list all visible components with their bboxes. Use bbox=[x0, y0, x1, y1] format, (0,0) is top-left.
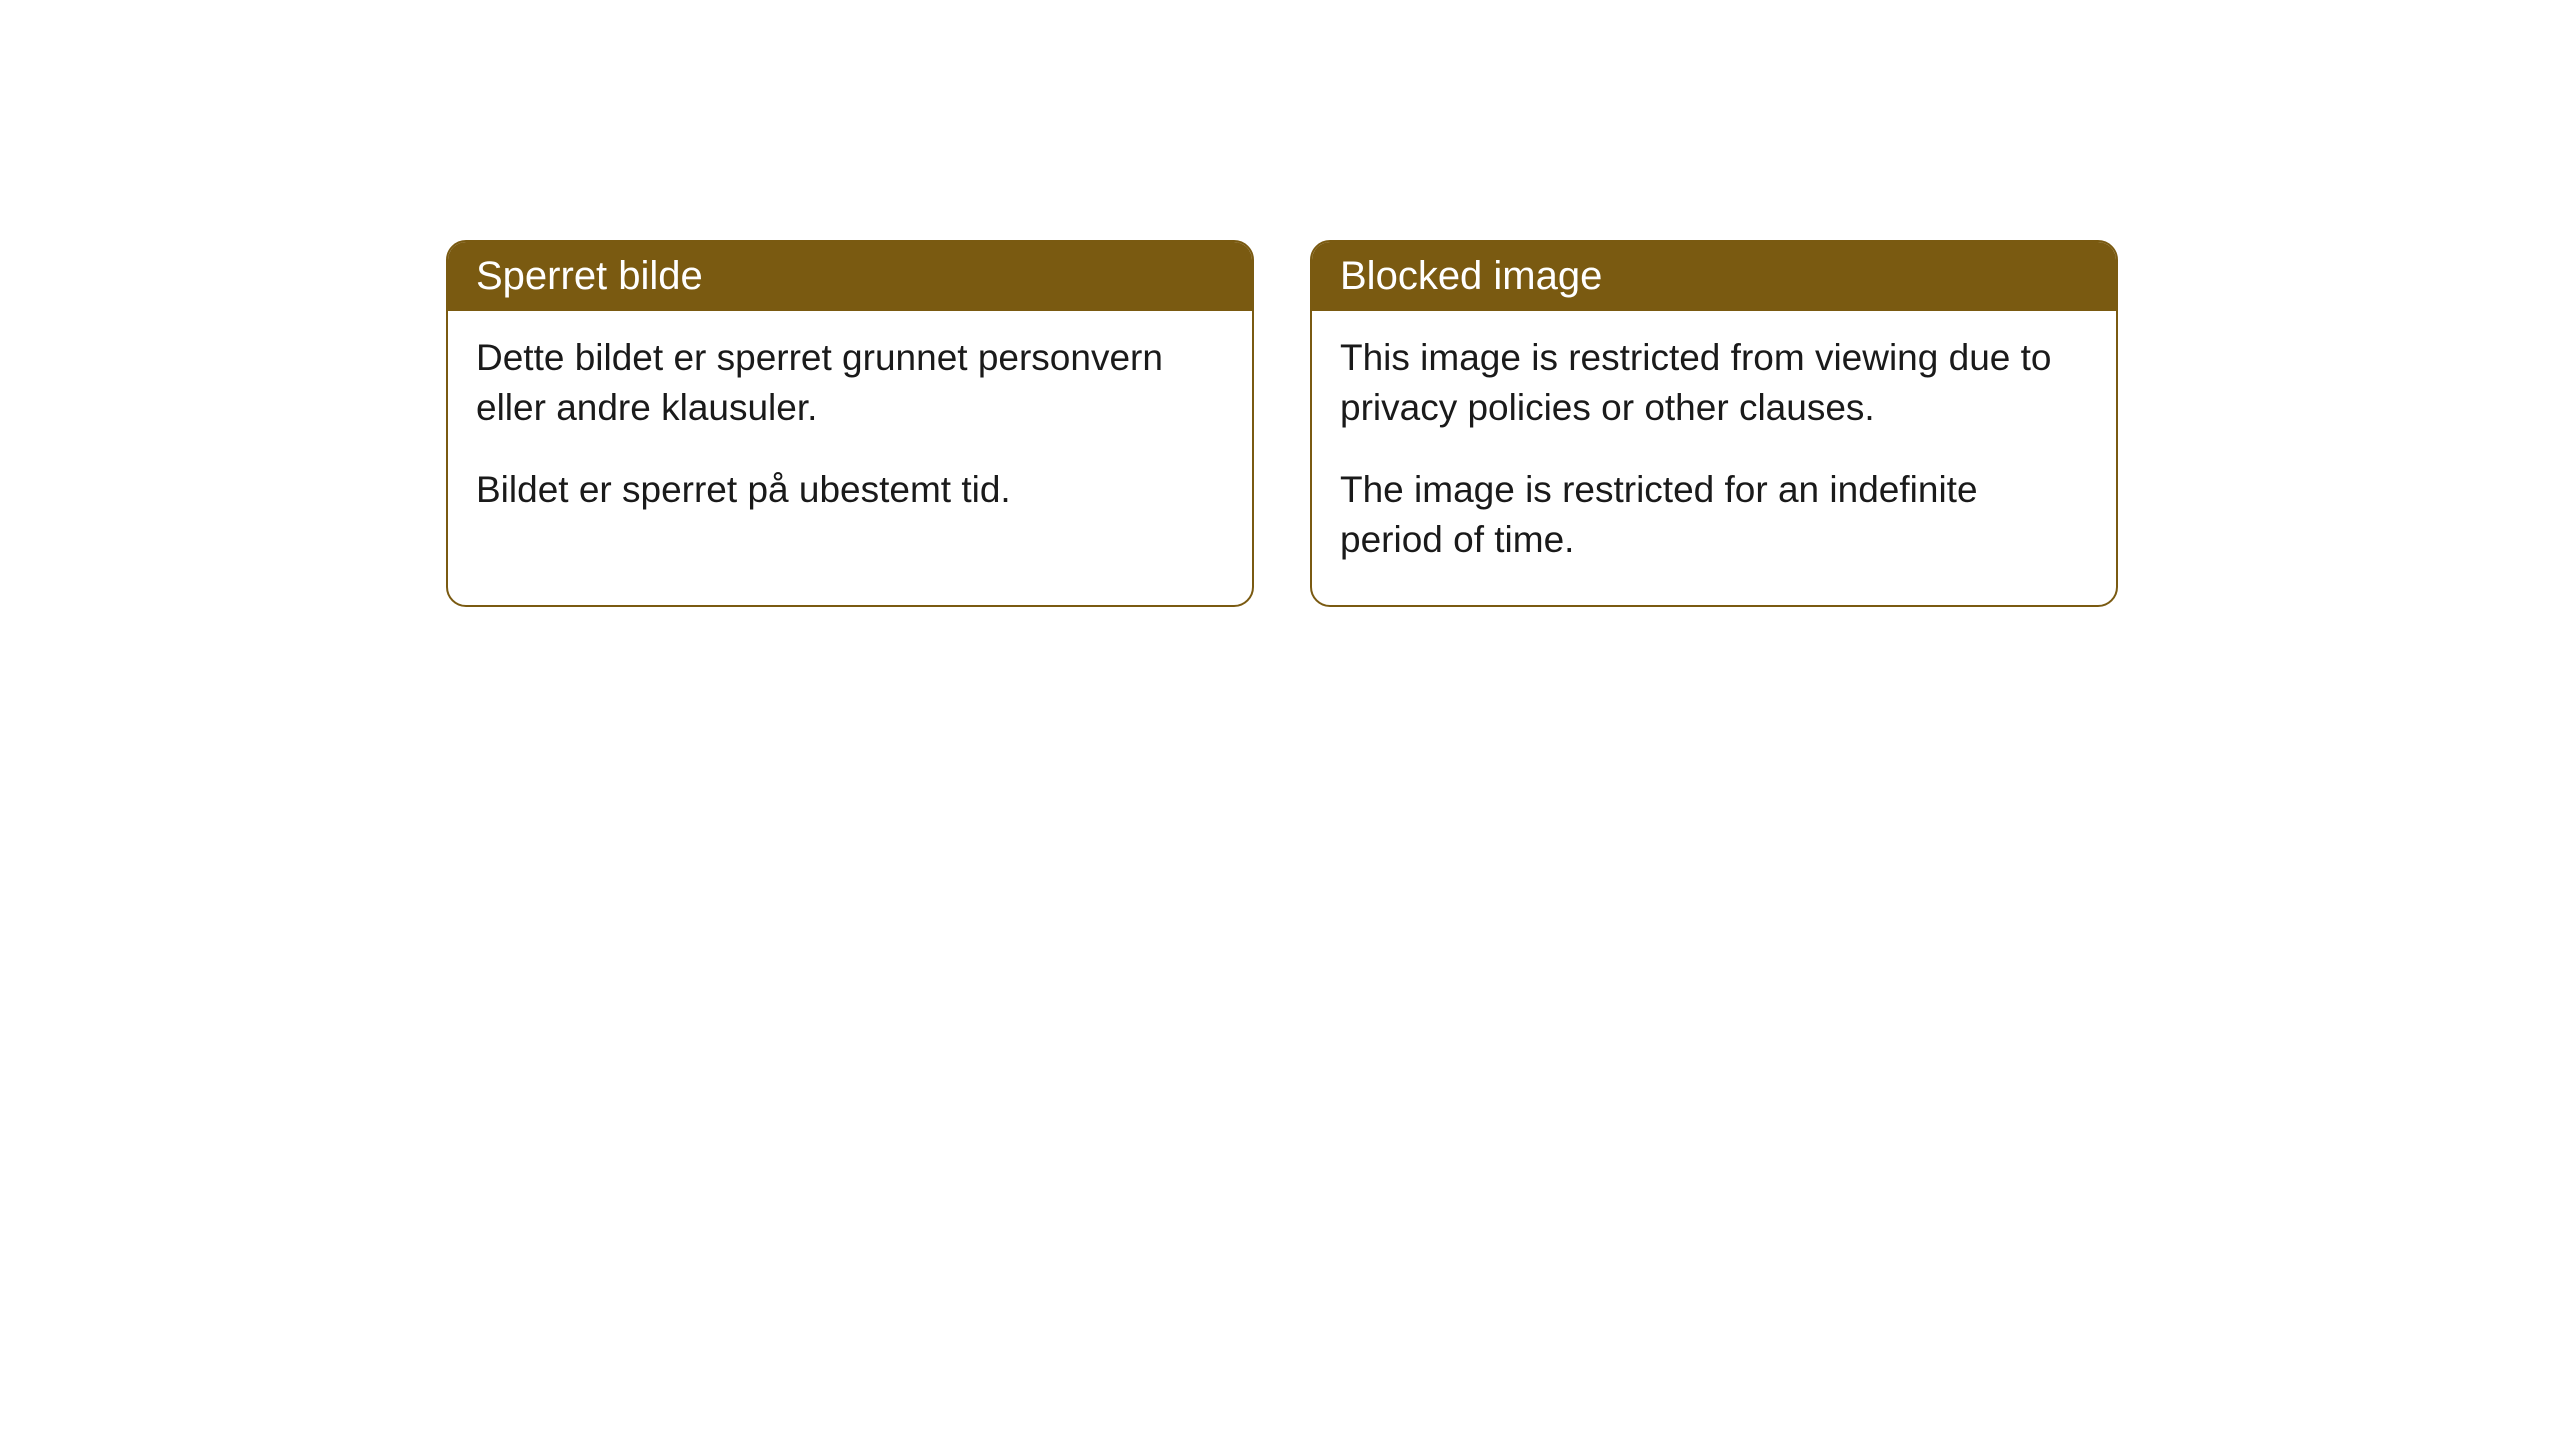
notice-card-english: Blocked image This image is restricted f… bbox=[1310, 240, 2118, 607]
card-title: Blocked image bbox=[1340, 254, 1602, 298]
card-paragraph: Dette bildet er sperret grunnet personve… bbox=[476, 333, 1224, 433]
notice-cards-container: Sperret bilde Dette bildet er sperret gr… bbox=[446, 240, 2118, 607]
card-body-english: This image is restricted from viewing du… bbox=[1312, 311, 2116, 605]
card-header-english: Blocked image bbox=[1312, 242, 2116, 311]
card-header-norwegian: Sperret bilde bbox=[448, 242, 1252, 311]
card-body-norwegian: Dette bildet er sperret grunnet personve… bbox=[448, 311, 1252, 555]
card-title: Sperret bilde bbox=[476, 254, 703, 298]
card-paragraph: This image is restricted from viewing du… bbox=[1340, 333, 2088, 433]
card-paragraph: Bildet er sperret på ubestemt tid. bbox=[476, 465, 1224, 515]
notice-card-norwegian: Sperret bilde Dette bildet er sperret gr… bbox=[446, 240, 1254, 607]
card-paragraph: The image is restricted for an indefinit… bbox=[1340, 465, 2088, 565]
